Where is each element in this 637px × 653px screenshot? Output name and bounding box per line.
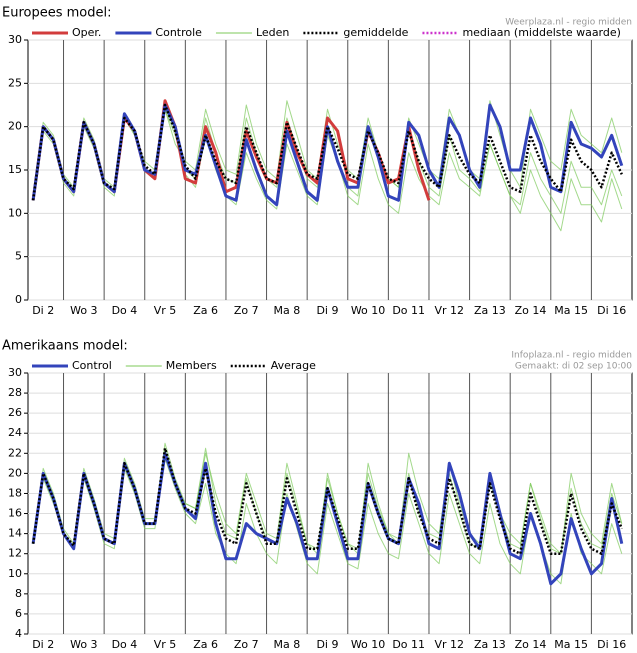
chart-title: Europees model: — [2, 6, 111, 21]
legend-label: Members — [166, 359, 217, 372]
member-line — [32, 457, 623, 585]
x-tick-label: Di 16 — [597, 638, 626, 651]
legend-label: Control — [72, 359, 112, 372]
x-tick-label: Ma 15 — [554, 638, 588, 651]
x-tick-label: Za 6 — [193, 638, 218, 651]
legend-label: Controle — [155, 26, 202, 39]
chart-title: Amerikaans model: — [2, 339, 128, 354]
x-tick-label: Ma 15 — [554, 304, 588, 317]
legend-label: Oper. — [72, 26, 101, 39]
y-tick-label: 10 — [8, 206, 22, 219]
x-tick-label: Zo 7 — [234, 638, 259, 651]
x-tick-label: Zo 14 — [515, 638, 547, 651]
y-tick-label: 10 — [8, 567, 22, 580]
x-tick-label: Di 2 — [32, 638, 54, 651]
y-tick-label: 22 — [8, 446, 22, 459]
y-tick-label: 30 — [8, 366, 22, 379]
x-tick-label: Wo 10 — [351, 304, 385, 317]
series-line — [31, 103, 623, 201]
y-tick-label: 8 — [15, 587, 22, 600]
x-tick-label: Do 11 — [392, 304, 425, 317]
x-tick-label: Za 13 — [474, 304, 506, 317]
x-tick-label: Do 4 — [112, 304, 138, 317]
plot-area — [27, 372, 633, 635]
x-tick-label: Di 9 — [316, 304, 338, 317]
y-tick-label: 4 — [15, 627, 22, 640]
y-tick-label: 25 — [8, 76, 22, 89]
legend-label: Average — [271, 359, 316, 372]
y-tick-label: 12 — [8, 547, 22, 560]
x-tick-label: Zo 7 — [234, 304, 259, 317]
y-tick-label: 5 — [15, 250, 22, 263]
x-tick-label: Di 16 — [597, 304, 626, 317]
y-tick-label: 26 — [8, 406, 22, 419]
x-tick-label: Vr 12 — [435, 638, 465, 651]
y-tick-label: 14 — [8, 527, 22, 540]
legend-bg — [29, 27, 632, 39]
x-tick-label: Wo 3 — [70, 304, 97, 317]
made: Gemaakt: di 02 sep 10:00 — [515, 362, 632, 372]
x-tick-label: Ma 8 — [273, 304, 300, 317]
member-line — [32, 442, 623, 555]
x-tick-label: Wo 10 — [351, 638, 385, 651]
source: Weerplaza.nl - regio midden — [505, 18, 632, 28]
legend-label: gemiddelde — [343, 26, 408, 39]
y-tick-label: 18 — [8, 486, 22, 499]
y-tick-label: 24 — [8, 426, 22, 439]
series-line — [31, 103, 624, 207]
x-tick-label: Di 9 — [316, 638, 338, 651]
y-tick-label: 20 — [8, 466, 22, 479]
y-tick-label: 16 — [8, 507, 22, 520]
legend-bg — [29, 360, 327, 372]
x-tick-label: Za 6 — [193, 304, 218, 317]
y-tick-label: 15 — [8, 163, 22, 176]
y-tick-label: 6 — [15, 607, 22, 620]
x-tick-label: Di 2 — [32, 304, 54, 317]
x-tick-label: Do 4 — [112, 638, 138, 651]
source: Infoplaza.nl - regio midden — [511, 351, 632, 361]
legend-label: Leden — [256, 26, 289, 39]
x-tick-label: Do 11 — [392, 638, 425, 651]
y-tick-label: 30 — [8, 33, 22, 46]
y-tick-label: 0 — [15, 293, 22, 306]
x-tick-label: Ma 8 — [273, 638, 300, 651]
x-tick-label: Wo 3 — [70, 638, 97, 651]
legend-label: mediaan (middelste waarde) — [462, 26, 620, 39]
x-tick-label: Vr 12 — [435, 304, 465, 317]
y-tick-label: 28 — [8, 386, 22, 399]
x-tick-label: Zo 14 — [515, 304, 547, 317]
x-tick-label: Vr 5 — [154, 304, 177, 317]
x-tick-label: Vr 5 — [154, 638, 177, 651]
y-tick-label: 20 — [8, 120, 22, 133]
x-tick-label: Za 13 — [474, 638, 506, 651]
series-line — [31, 447, 623, 555]
